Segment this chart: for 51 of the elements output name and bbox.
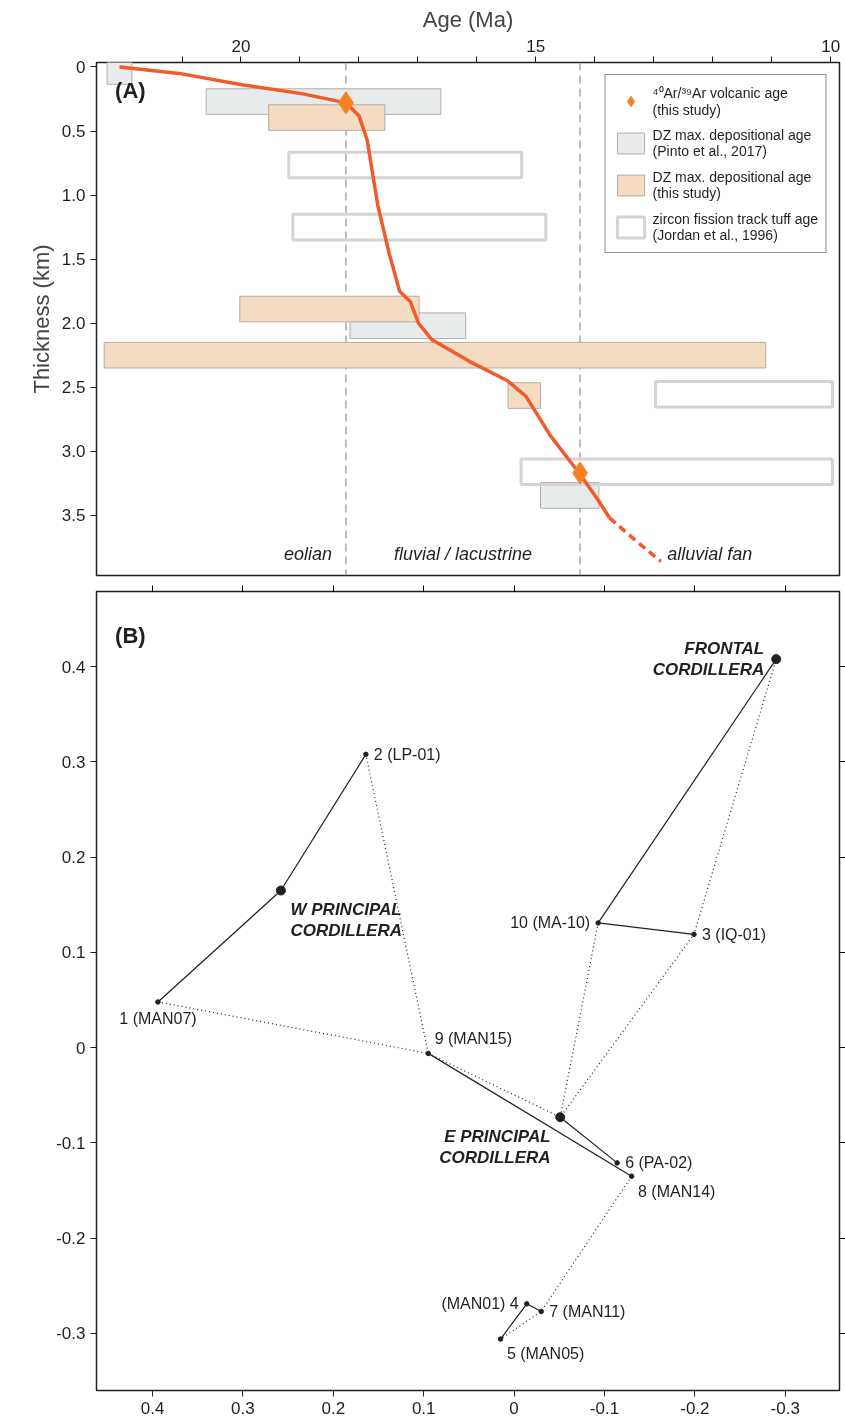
- y-tick-label: -0.1: [56, 1133, 86, 1153]
- x-tick-label: 10: [821, 36, 841, 56]
- annotation: (A): [115, 78, 146, 104]
- series-label: W PRINCIPAL CORDILLERA: [290, 900, 402, 941]
- x-tick-label: 0.2: [321, 1398, 346, 1418]
- annotation: 1 (MAN07): [119, 1009, 197, 1027]
- y-tick-label: 2.5: [61, 378, 86, 398]
- annotation: (MAN01) 4: [441, 1295, 519, 1313]
- y-tick-label: 1.0: [61, 186, 86, 206]
- series-label: FRONTAL CORDILLERA: [652, 639, 765, 680]
- y-tick-label: 0: [76, 57, 86, 77]
- y-tick-label: 0: [76, 1038, 86, 1058]
- x-tick-label: 15: [526, 36, 546, 56]
- x-axis-title: Age (Ma): [422, 6, 514, 32]
- y-tick-label: 3.5: [61, 506, 86, 526]
- annotation: 8 (MAN14): [638, 1182, 716, 1200]
- annotation: fluvial / lacustrine: [393, 543, 533, 564]
- y-tick-label: -0.3: [56, 1324, 86, 1344]
- y-tick-label: 0.5: [61, 122, 86, 142]
- y-tick-label: 0.1: [61, 943, 86, 963]
- y-tick-label: 0.3: [61, 752, 86, 772]
- annotation: eolian: [283, 543, 332, 564]
- y-axis-title: Thickness (km): [28, 244, 54, 394]
- x-tick-label: 20: [231, 36, 251, 56]
- x-tick-label: -0.2: [680, 1398, 710, 1418]
- annotation: 2 (LP-01): [373, 745, 441, 763]
- x-tick-label: 0.3: [231, 1398, 255, 1418]
- legend-label: DZ max. depositional age (this study): [652, 168, 812, 202]
- x-tick-label: 0.4: [140, 1398, 165, 1418]
- x-tick-label: 0.1: [411, 1398, 436, 1418]
- annotation: 7 (MAN11): [549, 1302, 626, 1320]
- series-label: E PRINCIPAL CORDILLERA: [439, 1126, 551, 1167]
- y-tick-label: -0.2: [56, 1229, 86, 1249]
- legend-label: DZ max. depositional age (Pinto et al., 2017): [652, 126, 812, 160]
- y-tick-label: 0.2: [61, 848, 86, 868]
- y-tick-label: 3.0: [61, 442, 86, 462]
- y-tick-label: 2.0: [61, 314, 86, 334]
- y-tick-label: 0.4: [61, 657, 86, 677]
- x-tick-label: -0.3: [770, 1398, 800, 1418]
- x-tick-label: -0.1: [589, 1398, 620, 1418]
- annotation: alluvial fan: [667, 543, 753, 564]
- x-tick-label: 0: [509, 1398, 519, 1418]
- annotation: 6 (PA-02): [625, 1154, 693, 1172]
- y-tick-label: 1.5: [61, 250, 86, 270]
- annotation: (B): [115, 622, 146, 648]
- annotation: 3 (IQ-01): [701, 925, 766, 943]
- legend-label: zircon fission track tuff age (Jordan et al., 1996): [652, 210, 818, 244]
- annotation: 5 (MAN05): [506, 1345, 585, 1363]
- legend-label: ⁴⁰Ar/³⁹Ar volcanic age (this study): [652, 84, 788, 118]
- annotation: 10 (MA-10): [510, 914, 591, 932]
- annotation: 9 (MAN15): [434, 1029, 512, 1047]
